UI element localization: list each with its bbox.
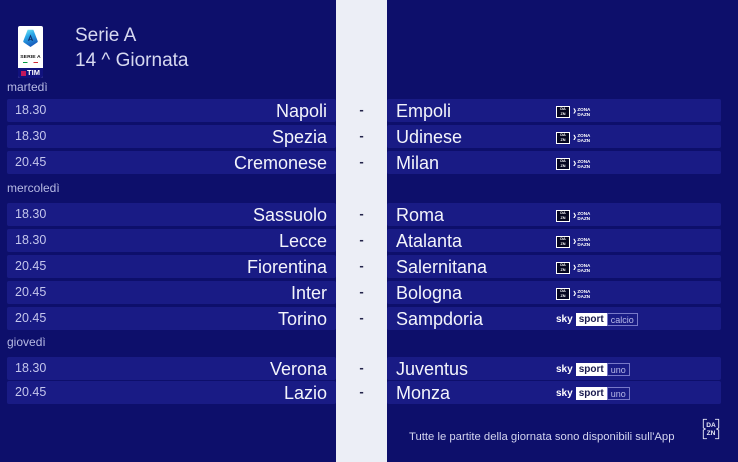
svg-text:DA: DA bbox=[706, 422, 716, 429]
svg-text:ZN: ZN bbox=[707, 430, 716, 437]
